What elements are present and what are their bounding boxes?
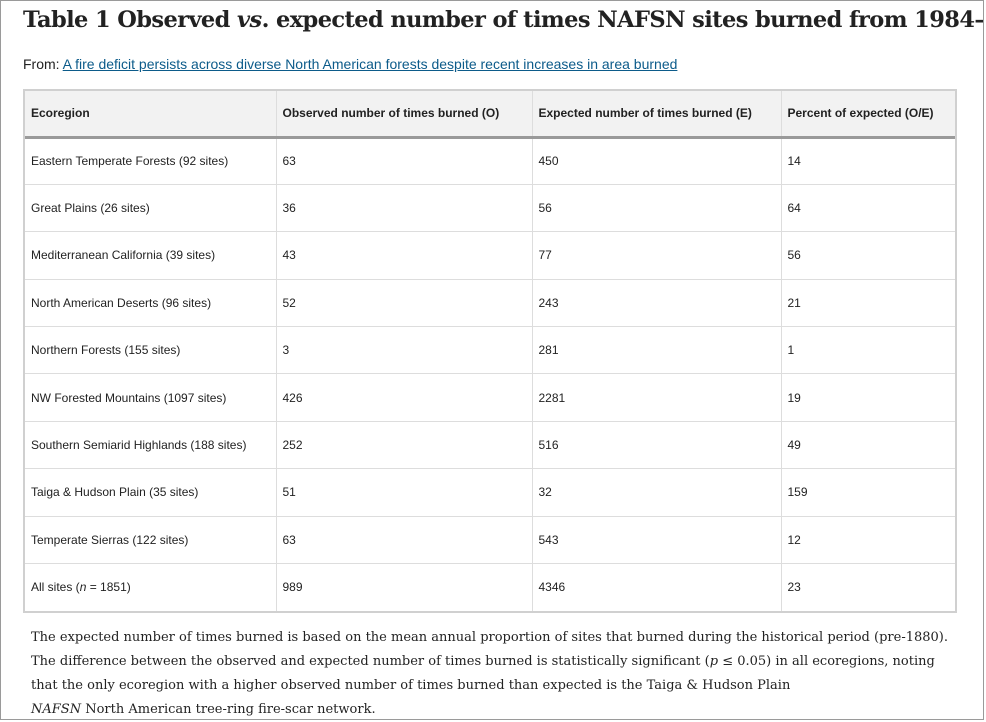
cell-expected: 32 <box>532 468 782 517</box>
cell-observed: 426 <box>276 373 533 422</box>
header-percent: Percent of expected (O/E) <box>781 91 955 139</box>
cell-ecoregion: Taiga & Hudson Plain (35 sites) <box>25 468 277 517</box>
cell-observed: 989 <box>276 563 533 611</box>
title-prefix: Table 1 Observed <box>23 7 238 33</box>
all-sites-suffix: = 1851) <box>86 580 131 595</box>
table-footnote: The expected number of times burned is b… <box>31 626 951 719</box>
cell-ecoregion: Mediterranean California (39 sites) <box>25 231 277 280</box>
table-row: Eastern Temperate Forests (92 sites) 63 … <box>25 137 955 185</box>
cell-expected: 450 <box>532 137 782 185</box>
cell-observed: 43 <box>276 231 533 280</box>
cell-percent: 1 <box>781 326 955 375</box>
footnote-text-2: ≤ 0.05) in all ecoregions, noting that t… <box>31 654 935 693</box>
cell-percent: 23 <box>787 580 801 595</box>
cell-ecoregion: All sites (n = 1851) <box>25 563 277 611</box>
all-sites-n: n <box>79 580 87 595</box>
cell-expected: 77 <box>532 231 782 280</box>
table-row: Temperate Sierras (122 sites) 63 543 12 <box>25 516 955 565</box>
cell-percent: 49 <box>781 421 955 470</box>
cell-percent: 19 <box>781 373 955 422</box>
cell-observed: 252 <box>276 421 533 470</box>
cell-expected: 4346 <box>532 563 782 611</box>
cell-ecoregion: Northern Forests (155 sites) <box>25 326 277 375</box>
cell-ecoregion: Southern Semiarid Highlands (188 sites) <box>25 421 277 470</box>
cell-observed: 63 <box>276 516 533 565</box>
cell-percent: 56 <box>781 231 955 280</box>
footnote-paragraph: The expected number of times burned is b… <box>31 626 951 698</box>
header-ecoregion: Ecoregion <box>25 91 277 139</box>
table-row: Northern Forests (155 sites) 3 281 1 <box>25 326 955 375</box>
table-container: Ecoregion Observed number of times burne… <box>23 89 957 613</box>
cell-expected: 243 <box>532 279 782 328</box>
table-row: Mediterranean California (39 sites) 43 7… <box>25 231 955 280</box>
cell-observed: 3 <box>276 326 533 375</box>
cell-expected: 281 <box>532 326 782 375</box>
header-expected: Expected number of times burned (E) <box>532 91 782 139</box>
source-article-link[interactable]: A fire deficit persists across diverse N… <box>62 56 678 72</box>
title-suffix: . expected number of times NAFSN sites b… <box>261 7 984 33</box>
cell-ecoregion: Temperate Sierras (122 sites) <box>25 516 277 565</box>
footnote-text-1: The expected number of times burned is b… <box>31 630 948 669</box>
all-sites-prefix: All sites ( <box>31 580 80 595</box>
cell-percent: 14 <box>781 137 955 185</box>
cell-observed: 63 <box>276 137 533 185</box>
cell-expected: 2281 <box>532 373 782 422</box>
cell-ecoregion: Eastern Temperate Forests (92 sites) <box>25 137 277 185</box>
footnote-p-symbol: p <box>709 654 719 669</box>
source-line: From: A fire deficit persists across div… <box>23 56 677 72</box>
cell-expected: 543 <box>532 516 782 565</box>
cell-percent: 21 <box>781 279 955 328</box>
table-row-all-sites: All sites (n = 1851) 989 4346 23 <box>25 563 955 611</box>
cell-observed: 51 <box>276 468 533 517</box>
cell-observed: 36 <box>276 184 533 233</box>
footnote-abbr-definition: North American tree-ring fire-scar netwo… <box>81 702 376 717</box>
table-title: Table 1 Observed vs. expected number of … <box>23 7 984 33</box>
cell-percent: 64 <box>781 184 955 233</box>
table-row: NW Forested Mountains (1097 sites) 426 2… <box>25 373 955 422</box>
header-observed: Observed number of times burned (O) <box>276 91 533 139</box>
source-label: From: <box>23 56 63 72</box>
cell-percent: 12 <box>781 516 955 565</box>
cell-ecoregion: Great Plains (26 sites) <box>25 184 277 233</box>
cell-ecoregion: NW Forested Mountains (1097 sites) <box>25 373 277 422</box>
cell-expected: 516 <box>532 421 782 470</box>
table-row: Southern Semiarid Highlands (188 sites) … <box>25 421 955 470</box>
title-vs: vs <box>237 7 262 33</box>
table-row: North American Deserts (96 sites) 52 243… <box>25 279 955 328</box>
table-row: Great Plains (26 sites) 36 56 64 <box>25 184 955 233</box>
table-header-row: Ecoregion Observed number of times burne… <box>25 91 955 139</box>
cell-expected: 56 <box>532 184 782 233</box>
table-row: Taiga & Hudson Plain (35 sites) 51 32 15… <box>25 468 955 517</box>
cell-ecoregion: North American Deserts (96 sites) <box>25 279 277 328</box>
footnote-abbreviation: NAFSN North American tree-ring fire-scar… <box>31 698 951 719</box>
cell-percent: 159 <box>781 468 955 517</box>
data-table: Ecoregion Observed number of times burne… <box>25 91 955 611</box>
cell-observed: 52 <box>276 279 533 328</box>
footnote-abbr: NAFSN <box>31 702 82 717</box>
